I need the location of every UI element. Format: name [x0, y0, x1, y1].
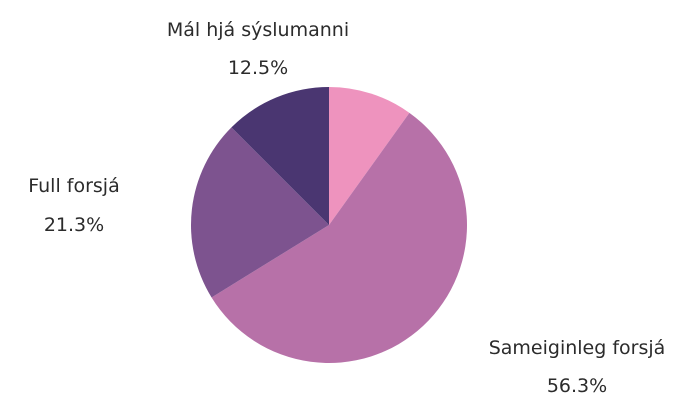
value-full-forsja: 21.3%: [44, 214, 104, 236]
label-sameiginleg-forsja: Sameiginleg forsjá: [489, 337, 666, 359]
pie-slice-unlabeled-0: [329, 87, 410, 225]
value-mal-hja-syslumanni: 12.5%: [228, 57, 288, 79]
pie-slice-sameiginleg-forsja: [211, 112, 468, 364]
label-mal-hja-syslumanni: Mál hjá sýslumanni: [167, 19, 349, 41]
value-sameiginleg-forsja: 56.3%: [547, 375, 607, 396]
label-full-forsja: Full forsjá: [28, 175, 119, 197]
pie-slices: [191, 87, 468, 364]
slice-labels: Mál hjá sýslumanni 12.5% Full forsjá 21.…: [28, 19, 665, 396]
pie-slice-full-forsja: [191, 127, 329, 298]
pie-slice-mal-hja-syslumanni: [231, 87, 329, 225]
